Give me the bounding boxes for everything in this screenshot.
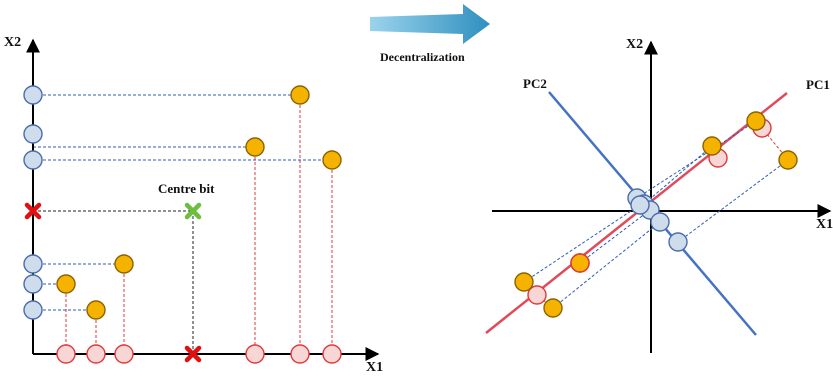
right-y-axis-label: X2: [626, 37, 643, 52]
overlap-point: [570, 253, 590, 273]
green-cross-icon-stroke-b: [184, 202, 202, 220]
left-panel: X1 X2 Centre bit: [4, 35, 383, 375]
y-projection-point: [23, 124, 43, 144]
left-guides: [33, 94, 333, 354]
right-guide-pc2: [552, 221, 661, 309]
pc2-label: PC2: [523, 76, 547, 91]
red-cross-icon-stroke-b: [184, 345, 202, 363]
x-projection-point: [114, 344, 134, 364]
y-projection-point: [23, 274, 43, 294]
right-guide-pc2: [643, 145, 713, 205]
left-axes: [26, 38, 380, 361]
x-projection-point: [290, 344, 310, 364]
x-projection-point: [56, 344, 76, 364]
data-point: [702, 136, 722, 156]
data-point: [543, 298, 563, 318]
pc2-projection-point: [668, 232, 688, 252]
decentralization-arrow: Decentralization: [370, 4, 490, 64]
centre-bit-label: Centre bit: [158, 181, 215, 196]
data-point: [114, 254, 134, 274]
data-point: [514, 272, 534, 292]
pc2-projection-point: [650, 212, 670, 232]
right-points: [514, 111, 798, 318]
pc2-projection-point: [630, 195, 650, 215]
right-guide-pc2: [579, 209, 651, 264]
arrow-shape: [370, 4, 490, 44]
right-panel: X1 X2 PC2 PC1: [485, 37, 833, 353]
data-point: [56, 274, 76, 294]
y-projection-point: [23, 85, 43, 105]
data-point: [290, 85, 310, 105]
x-projection-point: [245, 344, 265, 364]
y-projection-point: [23, 300, 43, 320]
pc1-label: PC1: [806, 77, 830, 92]
decentralization-label: Decentralization: [380, 50, 465, 64]
left-points: [23, 85, 342, 364]
data-point: [746, 111, 766, 131]
right-guide-pc2: [677, 159, 789, 243]
green-cross-icon: [184, 202, 202, 220]
left-x-axis-label: X1: [366, 360, 383, 375]
data-point: [245, 137, 265, 157]
x-projection-point: [322, 344, 342, 364]
y-projection-point: [23, 150, 43, 170]
pc1-projection-point: [527, 285, 547, 305]
y-projection-point: [23, 254, 43, 274]
right-x-axis-label: X1: [816, 217, 833, 232]
x-projection-point: [86, 344, 106, 364]
data-point: [778, 150, 798, 170]
data-point: [322, 150, 342, 170]
data-point: [86, 300, 106, 320]
red-cross-icon-stroke-b: [24, 202, 42, 220]
red-cross-icon: [24, 202, 42, 220]
left-y-axis-label: X2: [4, 35, 21, 50]
red-cross-icon: [184, 345, 202, 363]
right-guide-pc2: [523, 204, 641, 283]
